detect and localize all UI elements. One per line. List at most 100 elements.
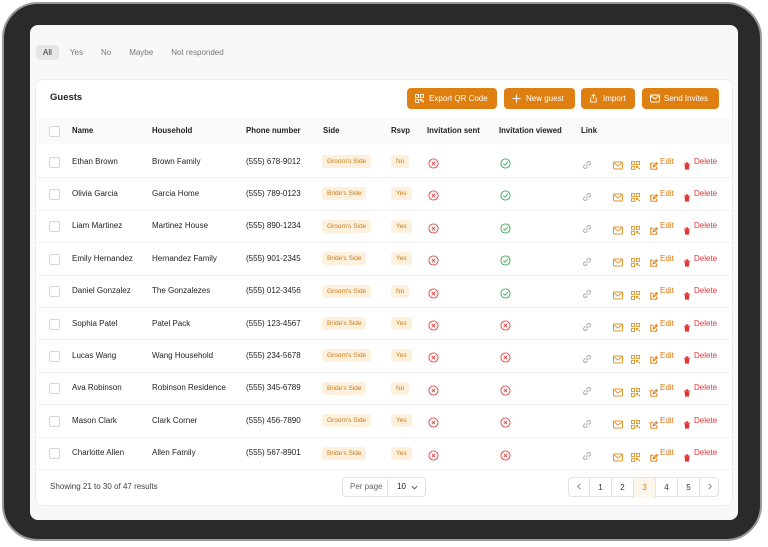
link-icon[interactable] (582, 351, 592, 369)
send-mail-icon[interactable] (613, 319, 623, 337)
link-icon[interactable] (582, 157, 592, 175)
action-button[interactable]: Export QR Code (407, 88, 497, 109)
delete-icon (683, 319, 691, 337)
send-mail-icon[interactable] (613, 254, 623, 272)
row-checkbox[interactable] (49, 253, 60, 265)
page-number[interactable]: 2 (611, 478, 633, 498)
link-icon[interactable] (582, 189, 592, 207)
link-icon[interactable] (582, 286, 592, 304)
delete-icon (683, 449, 691, 467)
send-mail-icon[interactable] (613, 287, 623, 305)
page-number[interactable]: 5 (677, 478, 699, 498)
next-page[interactable] (699, 478, 720, 498)
action-button[interactable]: Import (581, 88, 635, 109)
delete-icon (683, 157, 691, 175)
send-mail-icon[interactable] (613, 351, 623, 369)
delete-action[interactable]: Delete (694, 350, 718, 360)
edit-icon (650, 189, 659, 207)
send-mail-icon[interactable] (613, 222, 623, 240)
invitation-sent-icon (428, 448, 439, 461)
row-divider (36, 177, 732, 179)
delete-icon (683, 384, 691, 402)
qr-icon[interactable] (631, 351, 640, 369)
select-all-checkbox[interactable] (49, 126, 60, 137)
edit-action[interactable]: Edit (660, 221, 674, 231)
filter-tab[interactable]: No (100, 48, 112, 57)
page-number[interactable]: 4 (655, 478, 677, 498)
edit-action[interactable]: Edit (660, 188, 674, 198)
delete-icon (683, 351, 691, 369)
side-badge: Bride's Side (322, 381, 367, 395)
filter-tab[interactable]: All (36, 45, 59, 60)
link-icon[interactable] (582, 416, 592, 434)
action-button[interactable]: Send Invites (642, 88, 719, 109)
row-checkbox[interactable] (49, 286, 60, 298)
delete-action[interactable]: Delete (694, 448, 718, 458)
delete-action[interactable]: Delete (694, 383, 718, 393)
delete-action[interactable]: Delete (694, 253, 718, 263)
invitation-sent-icon (428, 156, 439, 169)
qr-icon[interactable] (631, 416, 640, 434)
qr-icon[interactable] (631, 319, 640, 337)
link-icon[interactable] (582, 221, 592, 239)
qr-icon[interactable] (631, 449, 640, 467)
link-icon[interactable] (582, 448, 592, 466)
delete-action[interactable]: Delete (694, 188, 718, 198)
button-label: Import (603, 94, 626, 103)
per-page-select[interactable] (342, 477, 426, 497)
edit-action[interactable]: Edit (660, 253, 674, 263)
guest-name: Daniel Gonzalez (72, 286, 131, 296)
rsvp-badge: Yes (391, 349, 412, 363)
row-checkbox[interactable] (49, 318, 60, 330)
invitation-sent-icon (428, 221, 439, 234)
row-checkbox[interactable] (49, 221, 60, 233)
link-icon[interactable] (582, 254, 592, 272)
edit-action[interactable]: Edit (660, 448, 674, 458)
column-header: Side (323, 126, 340, 135)
filter-tab[interactable]: Not responded (171, 48, 224, 57)
column-header: Name (72, 126, 94, 135)
qr-icon[interactable] (631, 157, 640, 175)
delete-action[interactable]: Delete (694, 286, 718, 296)
link-icon[interactable] (582, 319, 592, 337)
send-mail-icon[interactable] (613, 189, 623, 207)
delete-action[interactable]: Delete (694, 415, 718, 425)
edit-action[interactable]: Edit (660, 383, 674, 393)
row-checkbox[interactable] (49, 156, 60, 168)
page-number[interactable]: 3 (633, 478, 655, 498)
filter-tab[interactable]: Maybe (129, 48, 154, 57)
delete-icon (683, 254, 691, 272)
row-checkbox[interactable] (49, 383, 60, 395)
qr-icon[interactable] (631, 222, 640, 240)
filter-tab[interactable]: Yes (69, 48, 83, 57)
send-mail-icon[interactable] (613, 157, 623, 175)
edit-action[interactable]: Edit (660, 286, 674, 296)
guest-name: Lucas Wang (72, 350, 117, 360)
qr-icon[interactable] (631, 287, 640, 305)
row-checkbox[interactable] (49, 415, 60, 427)
guest-name: Ava Robinson (72, 383, 122, 393)
qr-icon[interactable] (631, 189, 640, 207)
button-label: New guest (526, 94, 564, 103)
household: Brown Family (152, 156, 201, 166)
edit-action[interactable]: Edit (660, 415, 674, 425)
send-mail-icon[interactable] (613, 449, 623, 467)
row-checkbox[interactable] (49, 350, 60, 362)
delete-action[interactable]: Delete (694, 156, 718, 166)
prev-page[interactable] (569, 478, 589, 498)
delete-action[interactable]: Delete (694, 221, 718, 231)
phone: (555) 567-8901 (246, 448, 301, 458)
send-mail-icon[interactable] (613, 384, 623, 402)
row-checkbox[interactable] (49, 448, 60, 460)
delete-action[interactable]: Delete (694, 318, 718, 328)
qr-icon[interactable] (631, 254, 640, 272)
edit-action[interactable]: Edit (660, 350, 674, 360)
row-checkbox[interactable] (49, 188, 60, 200)
send-mail-icon[interactable] (613, 416, 623, 434)
page-number[interactable]: 1 (589, 478, 611, 498)
action-button[interactable]: New guest (504, 88, 575, 109)
edit-action[interactable]: Edit (660, 156, 674, 166)
qr-icon[interactable] (631, 384, 640, 402)
link-icon[interactable] (582, 383, 592, 401)
edit-action[interactable]: Edit (660, 318, 674, 328)
